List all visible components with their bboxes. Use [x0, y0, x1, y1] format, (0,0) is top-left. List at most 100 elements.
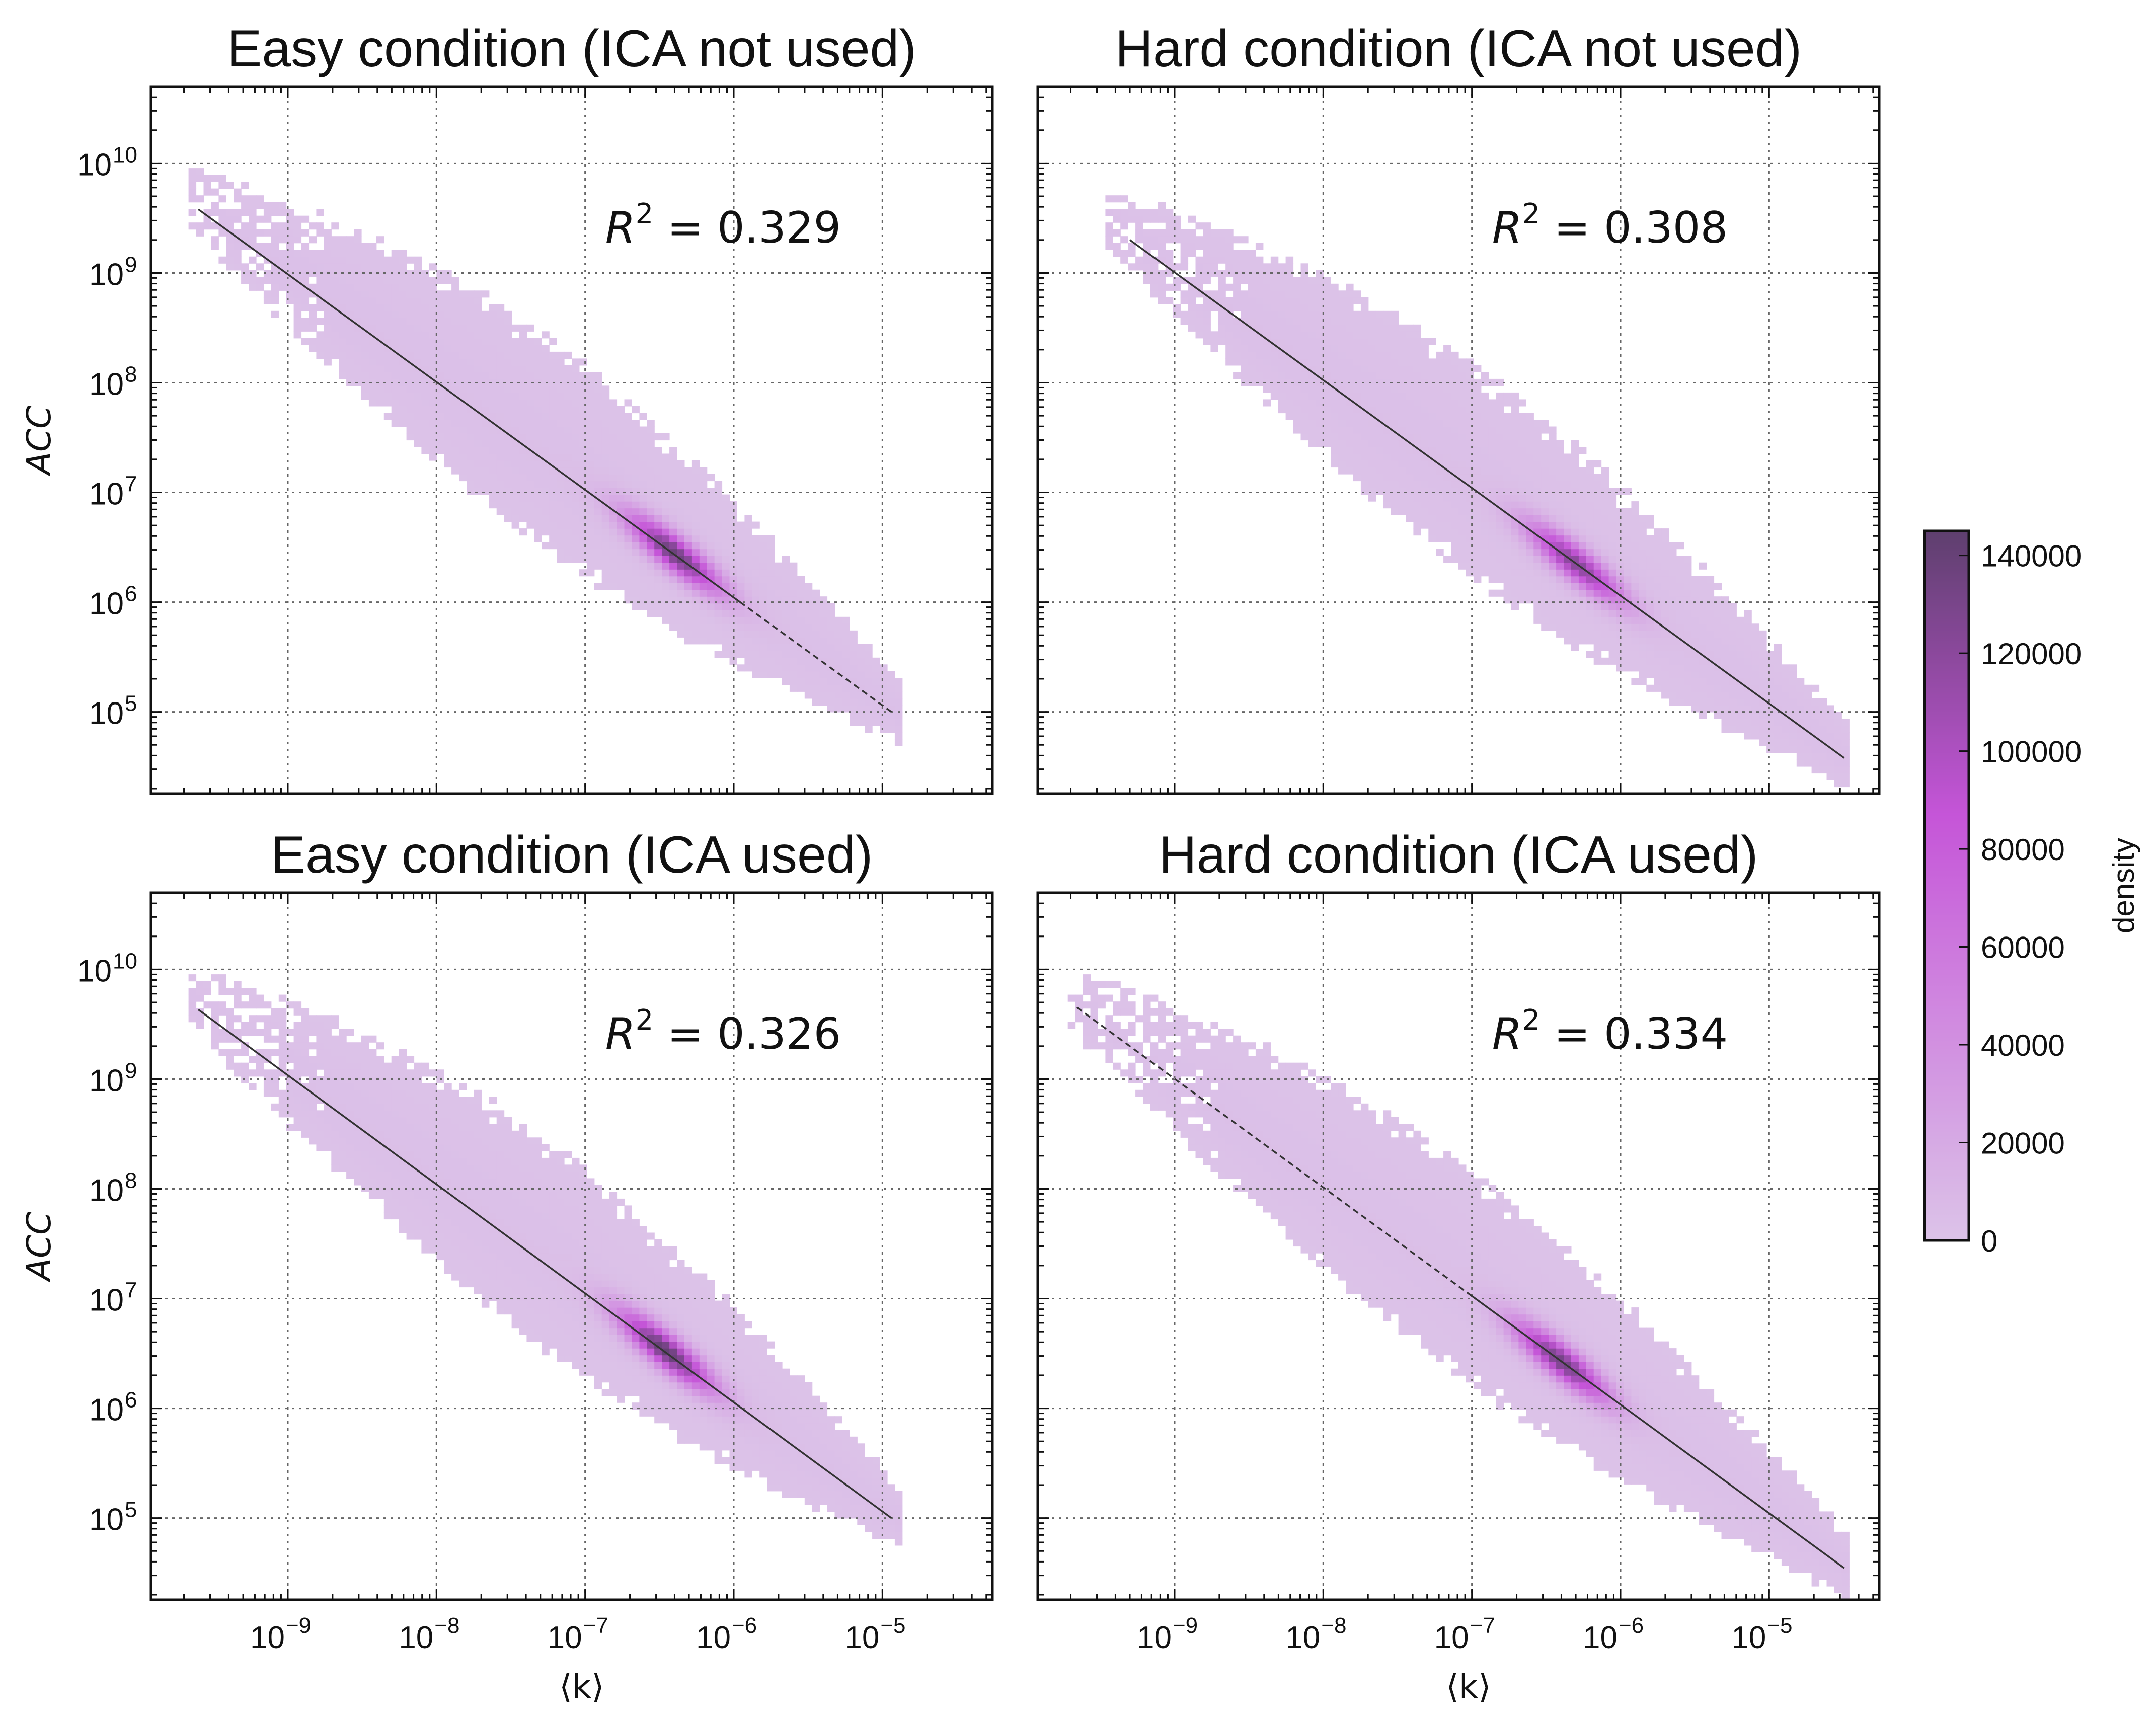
heatmap-cell [729, 610, 737, 617]
heatmap-cell [609, 467, 618, 475]
heatmap-cell [459, 304, 467, 311]
heatmap-cell [1398, 501, 1407, 509]
heatmap-cell [1669, 549, 1677, 556]
heatmap-cell [654, 508, 662, 515]
heatmap-cell [1368, 433, 1376, 441]
heatmap-cell [1278, 283, 1286, 291]
heatmap-cell [564, 535, 572, 542]
heatmap-cell [1421, 358, 1429, 366]
heatmap-cell [1526, 481, 1534, 488]
heatmap-cell [1255, 270, 1264, 277]
heatmap-cell [451, 331, 459, 339]
heatmap-cell [782, 657, 790, 665]
heatmap-cell [399, 256, 407, 264]
heatmap-cell [1293, 406, 1301, 414]
heatmap-cell [1285, 270, 1294, 277]
heatmap-cell [421, 399, 429, 407]
heatmap-cell [436, 399, 444, 407]
heatmap-cell [1503, 576, 1512, 583]
heatmap-cell [1300, 283, 1308, 291]
heatmap-cell [1458, 406, 1467, 414]
heatmap-cell [1270, 297, 1279, 304]
heatmap-cell [594, 521, 602, 529]
heatmap-cell [647, 589, 655, 597]
heatmap-cell [451, 324, 459, 332]
heatmap-cell [669, 562, 677, 570]
heatmap-cell [542, 508, 550, 515]
heatmap-cell [1451, 467, 1459, 475]
heatmap-cell [865, 671, 873, 678]
heatmap-cell [1586, 562, 1594, 570]
heatmap-cell [752, 556, 760, 563]
heatmap-cell [767, 610, 775, 617]
heatmap-cell [1511, 494, 1519, 502]
heatmap-cell [1691, 698, 1700, 706]
heatmap-cell [1564, 535, 1572, 542]
heatmap-cell [1669, 610, 1677, 617]
heatmap-cell [278, 1029, 287, 1036]
heatmap-cell [346, 1097, 354, 1104]
heatmap-cell [1533, 562, 1542, 570]
heatmap-cell [1759, 739, 1767, 746]
heatmap-cell [1699, 712, 1707, 719]
heatmap-cell [526, 494, 534, 502]
heatmap-cell [722, 630, 730, 638]
heatmap-cell [1413, 460, 1421, 468]
heatmap-cell [1233, 304, 1241, 311]
heatmap-cell [1586, 549, 1594, 556]
heatmap-cell [188, 1015, 197, 1023]
heatmap-cell [1646, 637, 1654, 645]
heatmap-cell [782, 678, 790, 685]
heatmap-cell [218, 182, 226, 189]
heatmap-cell [534, 378, 542, 386]
heatmap-cell [594, 528, 602, 536]
heatmap-cell [1368, 467, 1376, 475]
heatmap-cell [1428, 433, 1436, 441]
heatmap-cell [1518, 447, 1526, 454]
heatmap-cell [722, 569, 730, 577]
heatmap-cell [1225, 256, 1234, 264]
heatmap-cell [474, 290, 482, 298]
heatmap-cell [601, 521, 610, 529]
heatmap-cell [346, 1089, 354, 1097]
heatmap-cell [1428, 515, 1436, 522]
heatmap-cell [662, 433, 670, 441]
heatmap-cell [1488, 488, 1497, 495]
heatmap-cell [564, 399, 572, 407]
heatmap-cell [368, 304, 377, 311]
heatmap-cell [241, 229, 249, 237]
heatmap-cell [1714, 698, 1722, 706]
heatmap-cell [572, 474, 580, 482]
heatmap-cell [1676, 698, 1684, 706]
heatmap-cell [857, 671, 865, 678]
heatmap-cell [226, 182, 234, 189]
heatmap-cell [346, 1049, 354, 1056]
heatmap-cell [1421, 494, 1429, 502]
heatmap-cell [1826, 719, 1834, 726]
heatmap-cell [737, 630, 745, 638]
heatmap-cell [1503, 596, 1512, 604]
heatmap-cell [534, 345, 542, 352]
heatmap-cell [722, 501, 730, 509]
heatmap-cell [249, 277, 257, 284]
heatmap-cell [451, 385, 459, 393]
heatmap-cell [1826, 746, 1834, 753]
heatmap-cell [1571, 576, 1579, 583]
heatmap-cell [617, 413, 625, 420]
heatmap-cell [346, 338, 354, 345]
heatmap-cell [684, 528, 692, 536]
heatmap-cell [1676, 542, 1684, 550]
heatmap-cell [632, 528, 640, 536]
heatmap-cell [519, 494, 527, 502]
heatmap-cell [1819, 719, 1827, 726]
heatmap-cell [865, 651, 873, 658]
heatmap-cell [639, 549, 647, 556]
heatmap-cell [1391, 494, 1399, 502]
heatmap-cell [316, 229, 324, 237]
heatmap-cell [1511, 549, 1519, 556]
heatmap-cell [234, 188, 242, 196]
heatmap-cell [586, 542, 595, 550]
heatmap-cell [1120, 222, 1128, 230]
heatmap-cell [429, 283, 437, 291]
heatmap-cell [789, 623, 798, 631]
